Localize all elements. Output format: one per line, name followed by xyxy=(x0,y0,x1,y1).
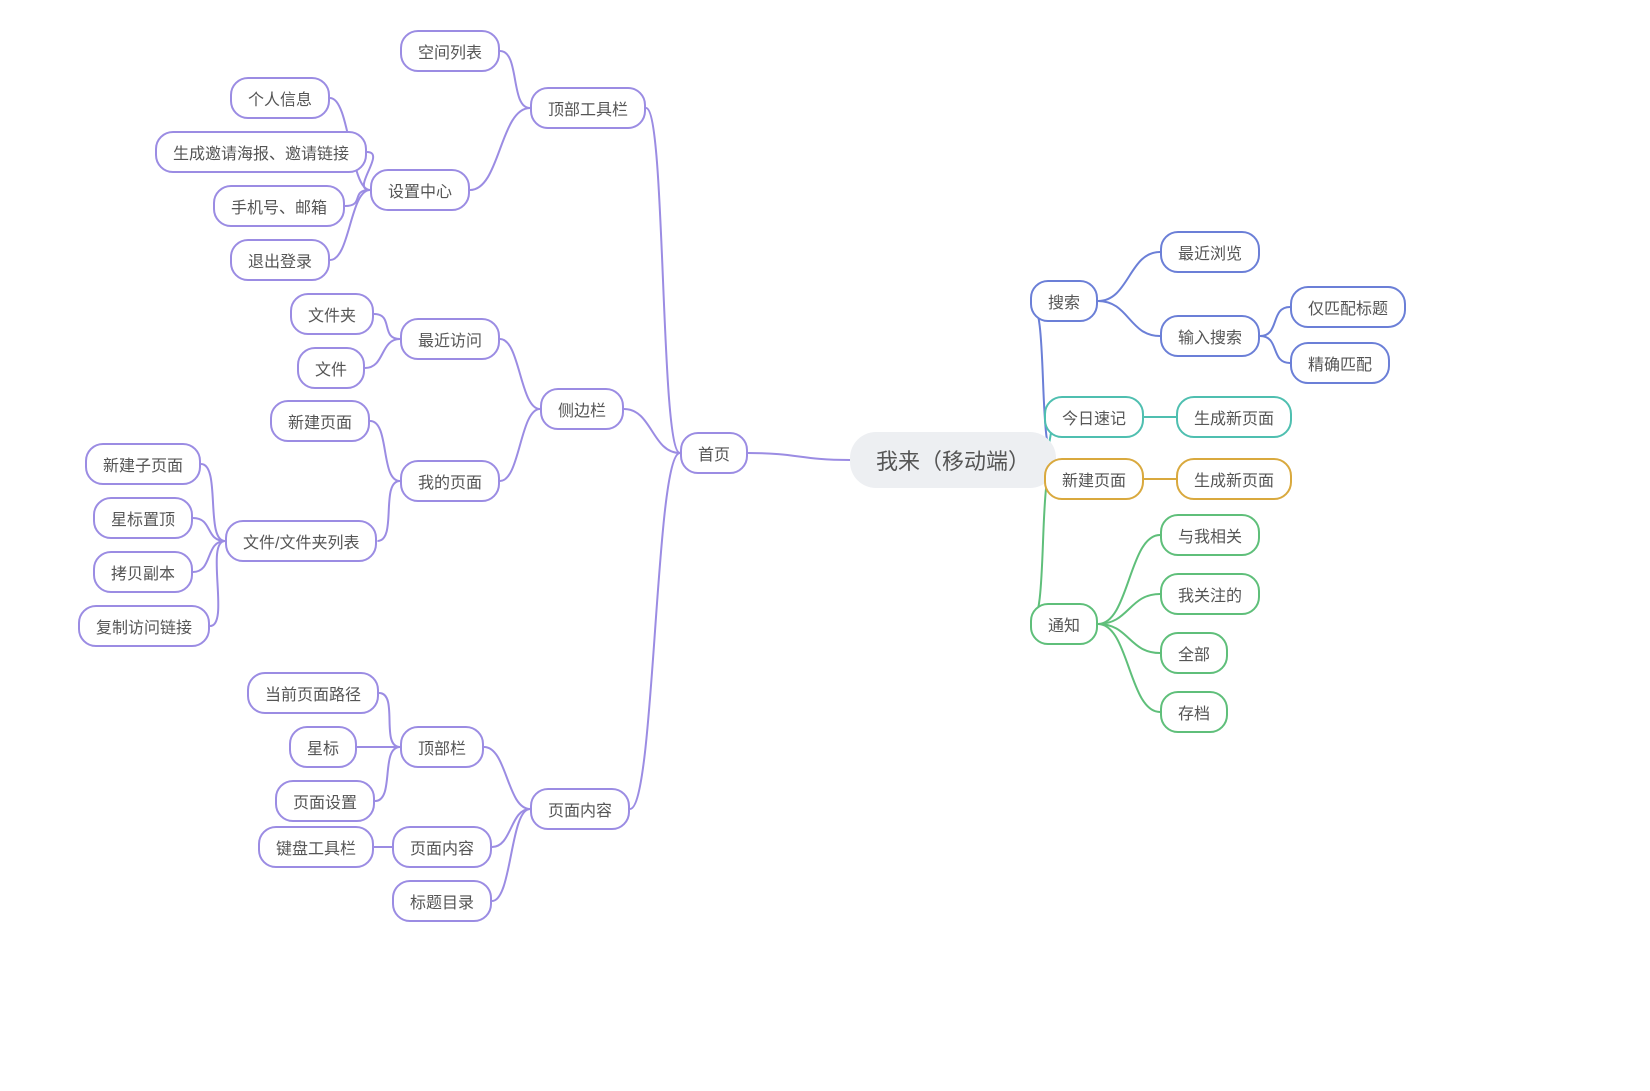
edge xyxy=(370,421,400,481)
node-ml_sub[interactable]: 新建子页面 xyxy=(85,443,201,485)
node-r_folder[interactable]: 文件夹 xyxy=(290,293,374,335)
edge xyxy=(377,481,400,541)
node-home[interactable]: 首页 xyxy=(680,432,748,474)
edge xyxy=(646,108,680,453)
node-s_title[interactable]: 仅匹配标题 xyxy=(1290,286,1406,328)
node-m_new[interactable]: 新建页面 xyxy=(270,400,370,442)
edge xyxy=(365,339,400,368)
node-search[interactable]: 搜索 xyxy=(1030,280,1098,322)
edge xyxy=(193,518,225,541)
node-ml_copy[interactable]: 拷贝副本 xyxy=(93,551,193,593)
node-n_me[interactable]: 与我相关 xyxy=(1160,514,1260,556)
node-tb_set[interactable]: 设置中心 xyxy=(370,169,470,211)
node-c_body[interactable]: 页面内容 xyxy=(392,826,492,868)
edge xyxy=(1098,535,1160,624)
node-toolbar[interactable]: 顶部工具栏 xyxy=(530,87,646,129)
node-c_toc[interactable]: 标题目录 xyxy=(392,880,492,922)
node-c_top[interactable]: 顶部栏 xyxy=(400,726,484,768)
node-content[interactable]: 页面内容 xyxy=(530,788,630,830)
edge xyxy=(624,409,680,453)
edge xyxy=(500,339,540,409)
node-cb_key[interactable]: 键盘工具栏 xyxy=(258,826,374,868)
node-ct_star[interactable]: 星标 xyxy=(289,726,357,768)
edge xyxy=(1260,307,1290,336)
node-n_arch[interactable]: 存档 xyxy=(1160,691,1228,733)
edge xyxy=(1098,624,1160,653)
edge xyxy=(1098,301,1160,336)
node-s_input[interactable]: 输入搜索 xyxy=(1160,315,1260,357)
node-tb_space[interactable]: 空间列表 xyxy=(400,30,500,72)
node-ml_link[interactable]: 复制访问链接 xyxy=(78,605,210,647)
node-quicknote[interactable]: 今日速记 xyxy=(1044,396,1144,438)
node-ct_path[interactable]: 当前页面路径 xyxy=(247,672,379,714)
node-s_recent[interactable]: 最近浏览 xyxy=(1160,231,1260,273)
node-sb_recent[interactable]: 最近访问 xyxy=(400,318,500,360)
edge xyxy=(379,693,400,747)
edge xyxy=(374,314,400,339)
edge xyxy=(1098,624,1160,712)
node-sidebar[interactable]: 侧边栏 xyxy=(540,388,624,430)
edge xyxy=(1098,252,1160,301)
node-set_inv[interactable]: 生成邀请海报、邀请链接 xyxy=(155,131,367,173)
node-n_all[interactable]: 全部 xyxy=(1160,632,1228,674)
edge xyxy=(500,51,530,108)
edge xyxy=(484,747,530,809)
edge xyxy=(500,409,540,481)
edge xyxy=(1260,336,1290,363)
edge xyxy=(748,453,850,460)
node-s_exact[interactable]: 精确匹配 xyxy=(1290,342,1390,384)
node-np_gen[interactable]: 生成新页面 xyxy=(1176,458,1292,500)
node-q_gen[interactable]: 生成新页面 xyxy=(1176,396,1292,438)
node-newpage[interactable]: 新建页面 xyxy=(1044,458,1144,500)
node-m_list[interactable]: 文件/文件夹列表 xyxy=(225,520,377,562)
node-set_logout[interactable]: 退出登录 xyxy=(230,239,330,281)
edge xyxy=(492,809,530,847)
edge xyxy=(345,190,370,206)
edge xyxy=(201,464,225,541)
node-notify[interactable]: 通知 xyxy=(1030,603,1098,645)
node-set_phone[interactable]: 手机号、邮箱 xyxy=(213,185,345,227)
node-root[interactable]: 我来（移动端） xyxy=(850,432,1056,488)
node-ct_set[interactable]: 页面设置 xyxy=(275,780,375,822)
node-sb_mine[interactable]: 我的页面 xyxy=(400,460,500,502)
edge xyxy=(193,541,225,572)
node-r_file[interactable]: 文件 xyxy=(297,347,365,389)
node-n_follow[interactable]: 我关注的 xyxy=(1160,573,1260,615)
mindmap-canvas: 我来（移动端）首页搜索今日速记新建页面通知最近浏览输入搜索仅匹配标题精确匹配生成… xyxy=(0,0,1650,1091)
edge xyxy=(630,453,680,809)
edge xyxy=(1098,594,1160,624)
node-ml_star[interactable]: 星标置顶 xyxy=(93,497,193,539)
node-set_info[interactable]: 个人信息 xyxy=(230,77,330,119)
edge xyxy=(375,747,400,801)
edge xyxy=(210,541,225,626)
edge xyxy=(492,809,530,901)
edge xyxy=(470,108,530,190)
